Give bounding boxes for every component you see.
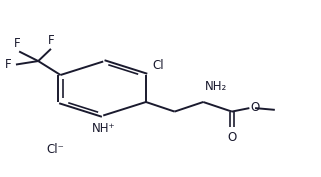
Text: F: F: [14, 37, 21, 50]
Text: NH⁺: NH⁺: [91, 122, 115, 135]
Text: F: F: [4, 58, 11, 71]
Text: O: O: [250, 101, 260, 114]
Text: NH₂: NH₂: [205, 80, 227, 93]
Text: Cl: Cl: [152, 59, 164, 72]
Text: O: O: [227, 131, 237, 144]
Text: F: F: [48, 34, 54, 47]
Text: Cl⁻: Cl⁻: [47, 143, 65, 156]
